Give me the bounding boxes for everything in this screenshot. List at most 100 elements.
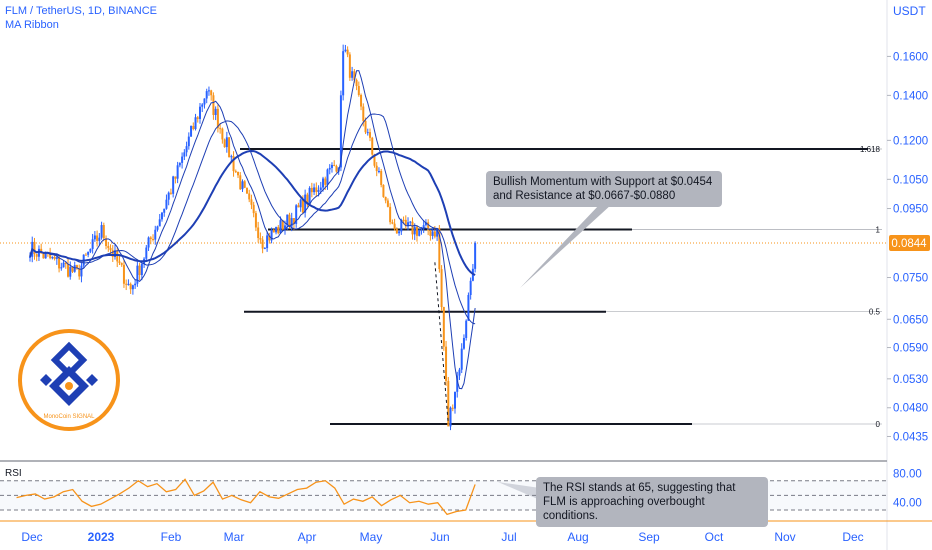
bullish-callout[interactable]: Bullish Momentum with Support at $0.0454… (486, 171, 722, 207)
candle-body (295, 205, 298, 224)
candle-body (454, 391, 456, 409)
candle-body (284, 225, 286, 230)
candle-body (411, 221, 414, 235)
candle-body (125, 283, 128, 285)
price-tick-label: 0.0435 (893, 431, 928, 443)
price-tick-label: 0.0950 (893, 204, 928, 216)
price-tick-label: 0.0650 (893, 314, 928, 326)
time-axis-label: Dec (842, 530, 863, 544)
candle-body (205, 91, 208, 99)
candle-body (250, 199, 253, 205)
candle-body (49, 253, 52, 259)
candle-body (324, 178, 327, 185)
candle-body (69, 266, 72, 277)
candle-body (42, 253, 45, 259)
candle-body (319, 187, 322, 190)
candle-body (100, 225, 103, 238)
candle-body (310, 187, 313, 193)
candle-body (207, 90, 210, 92)
candle-body (102, 225, 105, 239)
candle-body (384, 196, 387, 201)
candle-body (44, 252, 47, 259)
candle-body (407, 222, 410, 227)
logo-center-dot (65, 382, 73, 390)
candle-body (232, 156, 235, 172)
rsi-callout[interactable]: The RSI stands at 65, suggesting that FL… (536, 477, 768, 527)
candle-body (122, 264, 125, 284)
candle-body (225, 137, 228, 148)
candle-body (29, 256, 31, 258)
candle-body (172, 176, 175, 194)
price-tick-label: 0.1600 (893, 51, 928, 63)
candle-body (243, 181, 246, 188)
candle-body (129, 283, 132, 290)
candle-body (93, 235, 96, 240)
candle-body (333, 164, 336, 166)
candle-body (134, 283, 137, 286)
candle-body (353, 71, 356, 80)
candle-body (75, 265, 78, 269)
candle-body (351, 71, 354, 78)
candle-body (277, 227, 280, 234)
candle-body (342, 51, 345, 96)
candle-body (306, 194, 309, 205)
candle-body (445, 346, 448, 381)
candle-body (451, 407, 454, 409)
candle-body (185, 146, 188, 153)
candle-body (145, 247, 148, 259)
candle-body (315, 187, 318, 192)
candle-body (339, 95, 342, 168)
candle-body (254, 213, 257, 228)
candle-body (288, 214, 291, 227)
monocoin-logo: MonoCoin SIGNAL (18, 329, 120, 431)
candle-body (178, 162, 181, 166)
price-tick-label: 0.1200 (893, 135, 928, 147)
symbol-title[interactable]: FLM / TetherUS, 1D, BINANCE (5, 5, 158, 17)
candle-body (221, 128, 224, 140)
candle-body (281, 220, 284, 230)
candle-body (422, 225, 425, 229)
ma-ribbon-line (29, 149, 476, 276)
time-axis-label: May (360, 530, 383, 544)
candle-body (158, 219, 161, 227)
candle-body (371, 137, 374, 155)
candle-body (382, 184, 385, 197)
time-axis-label: Mar (224, 530, 245, 544)
price-tick-label: 0.0590 (893, 343, 928, 355)
candle-body (64, 262, 67, 265)
candle-body (375, 165, 378, 172)
candle-body (297, 205, 300, 208)
candle-body (366, 132, 369, 134)
candle-body (176, 165, 179, 179)
candle-body (286, 214, 289, 226)
candle-body (80, 265, 83, 277)
candle-body (364, 120, 367, 133)
candle-body (156, 226, 159, 230)
candle-body (398, 231, 401, 234)
candle-body (223, 139, 226, 148)
candle-body (429, 230, 432, 236)
candle-body (344, 49, 347, 52)
candle-body (436, 228, 439, 237)
candle-body (167, 192, 170, 200)
candle-body (53, 256, 56, 260)
candle-body (58, 257, 61, 269)
candle-body (292, 218, 295, 224)
candle-body (259, 238, 262, 240)
candle-body (181, 156, 184, 163)
candle-body (322, 178, 325, 188)
candle-body (154, 229, 157, 240)
indicator-label[interactable]: MA Ribbon (5, 19, 59, 31)
candle-body (165, 199, 168, 209)
candle-body (163, 208, 166, 213)
candle-body (275, 227, 278, 233)
price-unit[interactable]: USDT (893, 4, 926, 18)
candle-body (301, 199, 304, 213)
candle-body (433, 231, 436, 237)
candle-body (214, 108, 217, 115)
candle-body (257, 227, 260, 239)
candle-body (118, 261, 121, 263)
candle-body (196, 117, 199, 119)
candle-body (51, 256, 54, 259)
